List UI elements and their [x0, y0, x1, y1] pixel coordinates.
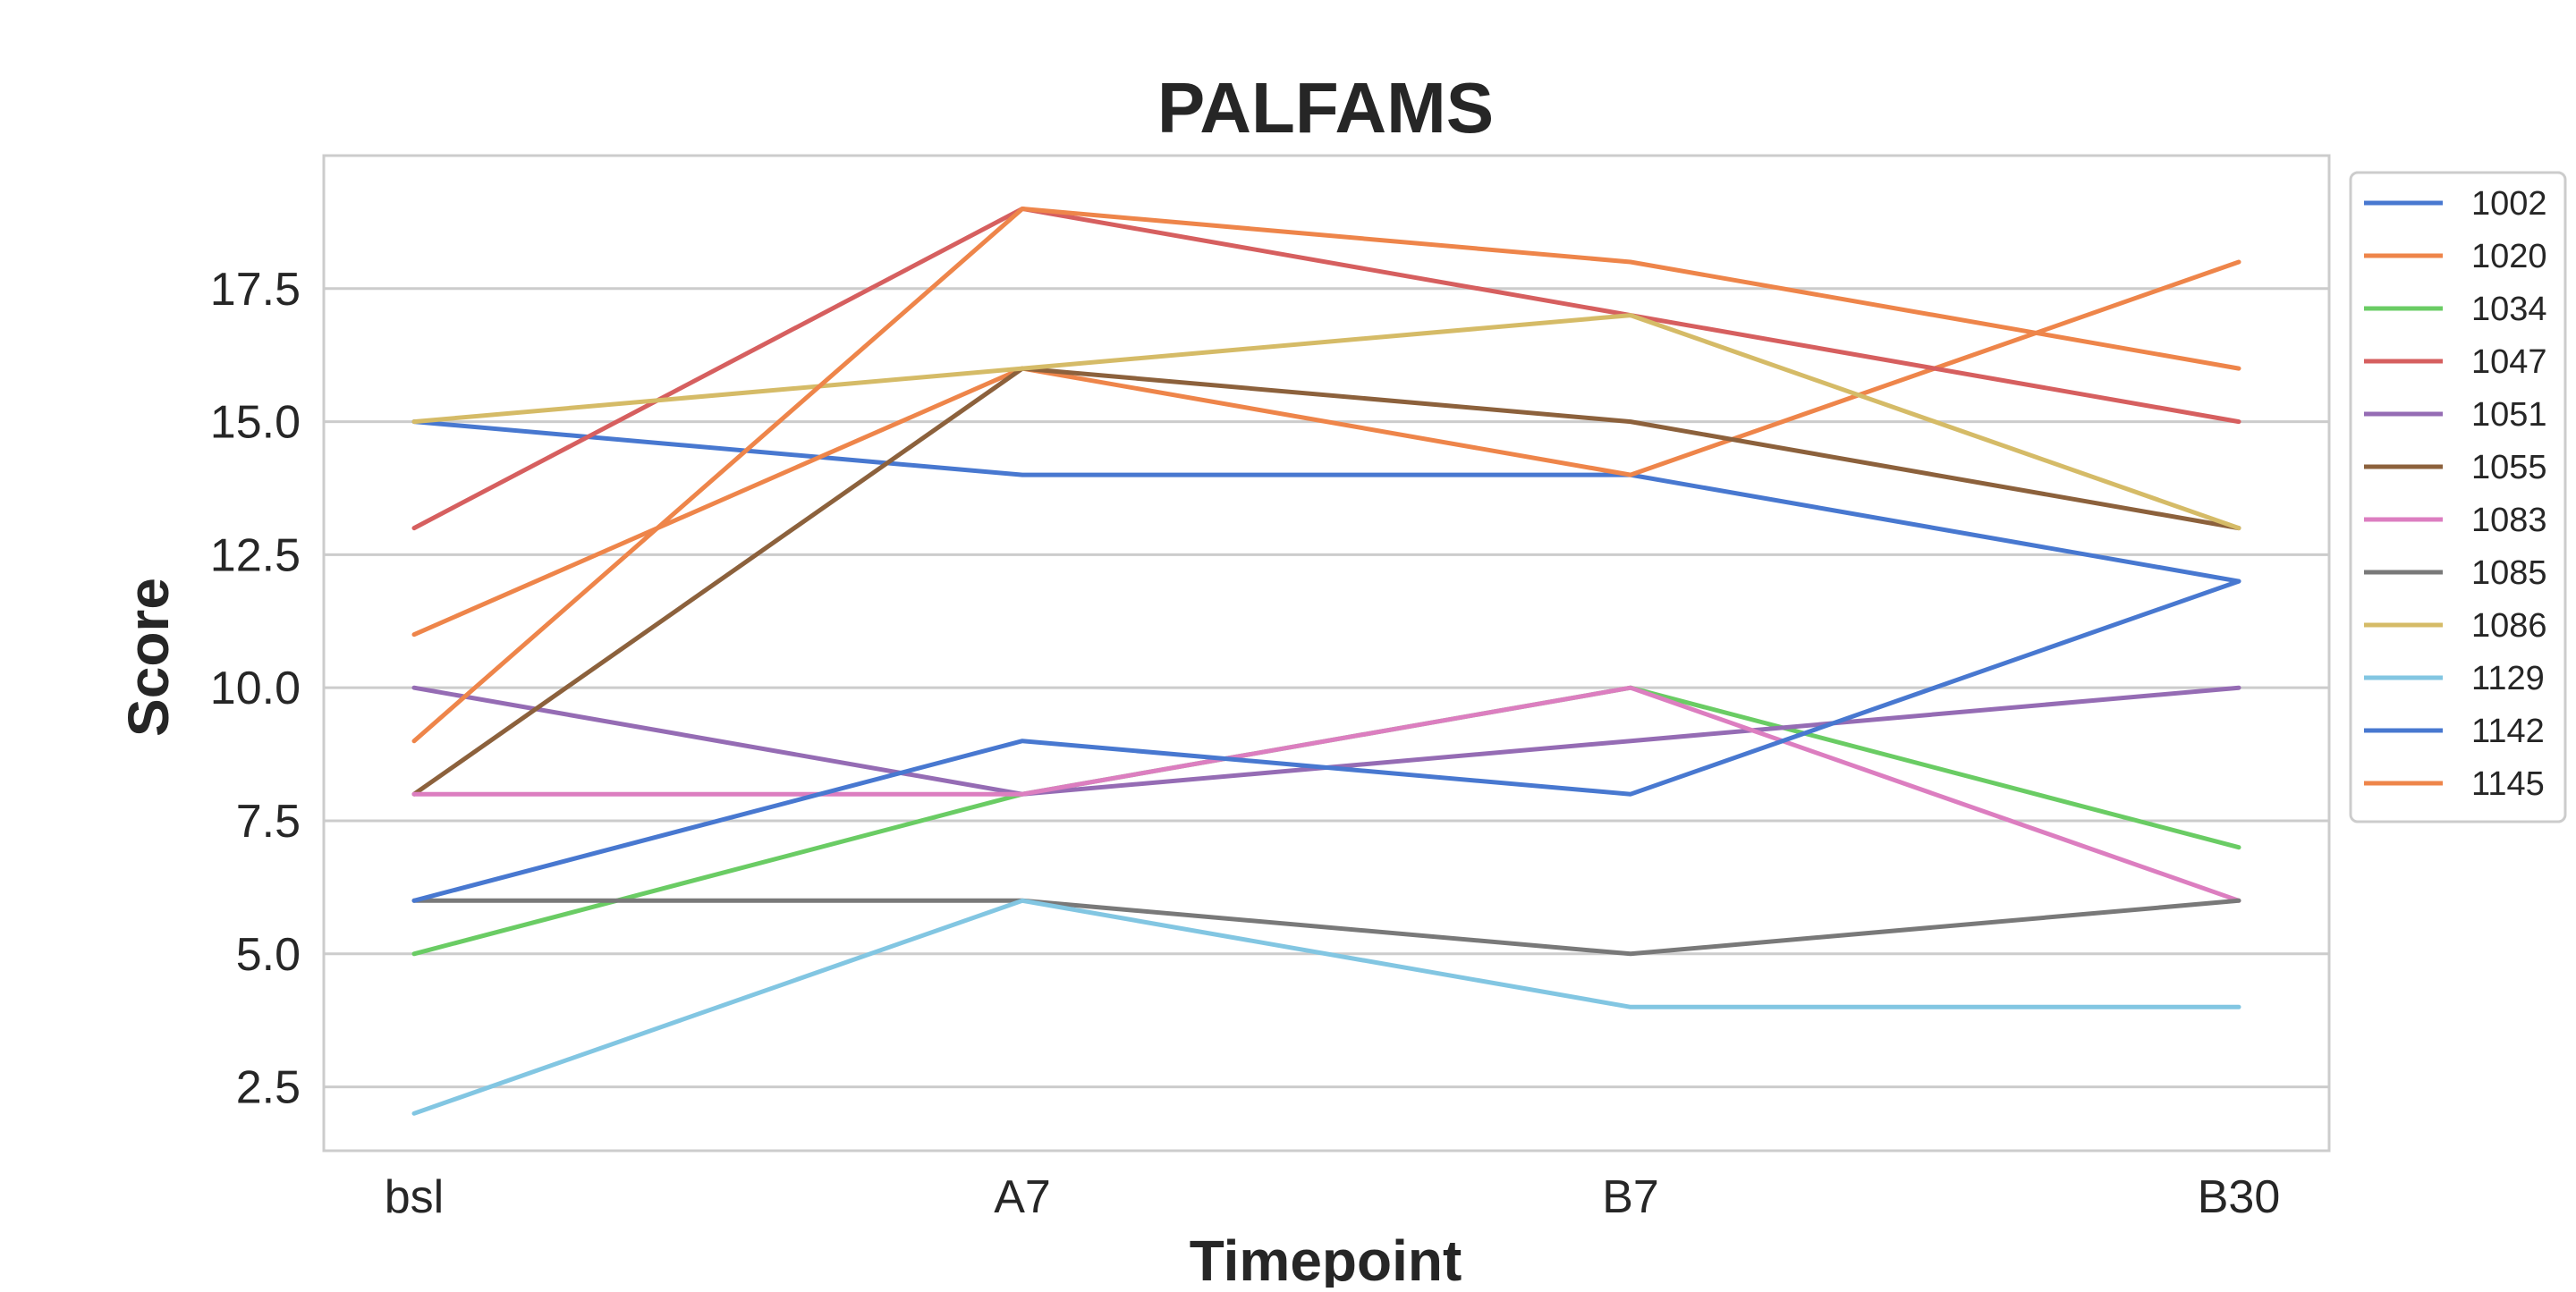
legend-label-1085: 1085 [2471, 554, 2547, 592]
x-tick-label: A7 [994, 1171, 1051, 1223]
series-line-1086 [411, 313, 2241, 531]
legend-label-1051: 1051 [2471, 396, 2547, 434]
grid-lines [324, 287, 2329, 1089]
legend-label-1145: 1145 [2471, 765, 2545, 803]
y-tick-labels: 2.5 5.0 7.5 10.0 12.5 15.0 17.5 [210, 264, 301, 1114]
y-axis-label: Score [116, 578, 181, 737]
y-tick-label: 12.5 [210, 529, 301, 581]
series-line-1142 [411, 578, 2241, 903]
series-lines [411, 207, 2241, 1116]
x-axis-label: Timepoint [1190, 1229, 1462, 1288]
series-line-1047 [411, 207, 2241, 531]
legend-label-1020: 1020 [2471, 238, 2547, 275]
y-tick-label: 7.5 [236, 796, 301, 848]
x-tick-labels: bsl A7 B7 B30 [385, 1171, 2281, 1223]
series-line-1145 [411, 207, 2241, 744]
series-line-1055 [411, 366, 2241, 797]
series-line-1129 [411, 898, 2241, 1116]
y-tick-label: 15.0 [210, 397, 301, 449]
x-tick-label: B30 [2198, 1171, 2281, 1223]
series-line-1085 [411, 898, 2241, 957]
x-tick-label: bsl [385, 1171, 444, 1223]
legend-label-1047: 1047 [2471, 343, 2547, 381]
legend-label-1086: 1086 [2471, 607, 2547, 645]
chart-title: PALFAMS [1157, 68, 1494, 148]
series-line-1002 [411, 419, 2241, 584]
y-tick-label: 10.0 [210, 663, 301, 714]
series-line-1020 [411, 259, 2241, 638]
legend: 1002 1020 1034 1047 1051 1055 1083 1085 1086 1129… [2349, 171, 2567, 823]
x-tick-label: B7 [1602, 1171, 1659, 1223]
legend-label-1002: 1002 [2471, 185, 2547, 223]
legend-box [2349, 171, 2567, 823]
y-tick-label: 5.0 [236, 929, 301, 981]
y-tick-label: 2.5 [236, 1062, 301, 1114]
series-line-1083 [411, 685, 2241, 903]
legend-label-1034: 1034 [2471, 291, 2547, 328]
legend-label-1129: 1129 [2471, 660, 2545, 697]
y-tick-label: 17.5 [210, 264, 301, 316]
legend-label-1055: 1055 [2471, 449, 2547, 486]
legend-label-1083: 1083 [2471, 502, 2547, 539]
legend-label-1142: 1142 [2471, 713, 2545, 750]
plot-frame [322, 154, 2331, 1153]
